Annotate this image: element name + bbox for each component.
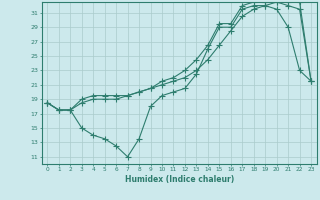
X-axis label: Humidex (Indice chaleur): Humidex (Indice chaleur) xyxy=(124,175,234,184)
